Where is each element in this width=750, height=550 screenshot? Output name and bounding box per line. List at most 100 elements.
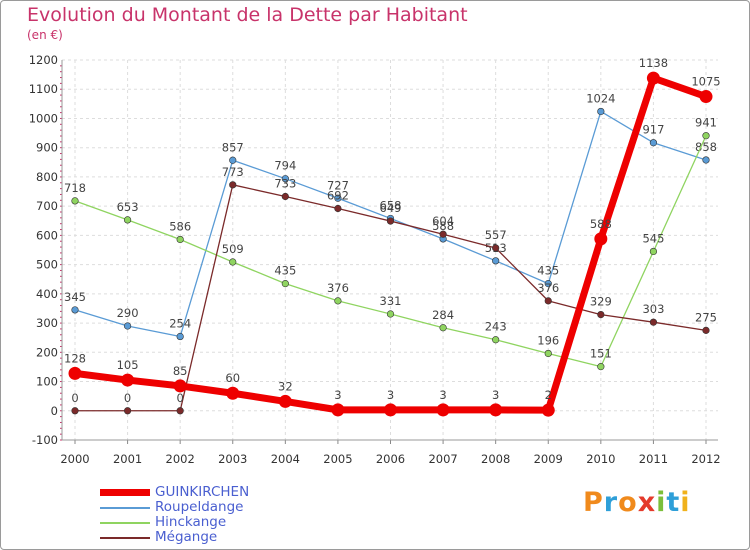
data-point-megange — [544, 297, 552, 305]
x-tick-label: 2003 — [218, 452, 247, 466]
data-label-hinckange: 151 — [590, 347, 612, 361]
data-label-guinkirchen: 1075 — [691, 75, 720, 89]
data-label-guinkirchen: 60 — [225, 371, 240, 385]
data-label-guinkirchen: 2 — [545, 388, 552, 402]
data-label-roupeldange: 858 — [695, 140, 717, 154]
data-point-megange — [439, 230, 447, 238]
logo-letter: o — [618, 487, 638, 518]
data-point-guinkirchen — [594, 232, 608, 246]
x-tick-label: 2011 — [639, 452, 668, 466]
data-point-roupeldange — [334, 194, 342, 202]
data-point-megange — [386, 217, 395, 225]
x-tick-label: 2004 — [271, 452, 300, 466]
data-point-roupeldange — [597, 107, 605, 116]
data-point-hinckange — [123, 216, 132, 224]
data-label-megange: 376 — [537, 281, 559, 295]
data-label-hinckange: 545 — [642, 231, 664, 245]
data-label-hinckange: 509 — [222, 242, 244, 256]
logo-letter: t — [666, 487, 681, 518]
data-label-guinkirchen: 85 — [173, 364, 188, 378]
data-point-hinckange — [439, 324, 447, 332]
x-tick-label: 2002 — [166, 452, 195, 466]
legend-swatch-roupeldange — [100, 506, 150, 509]
legend-label-roupeldange: Roupeldange — [155, 499, 244, 515]
data-point-hinckange — [597, 363, 605, 371]
x-tick-label: 2000 — [60, 452, 89, 466]
data-point-hinckange — [702, 132, 710, 140]
proxiti-logo: Proxiti — [583, 487, 691, 518]
data-point-megange — [229, 181, 237, 189]
data-point-guinkirchen — [699, 90, 713, 104]
data-point-roupeldange — [229, 156, 237, 164]
data-point-guinkirchen — [68, 366, 82, 380]
y-tick-label: 400 — [36, 287, 58, 301]
data-label-guinkirchen: 3 — [334, 388, 341, 402]
data-label-roupeldange: 727 — [327, 178, 349, 192]
y-tick-label: 700 — [36, 199, 58, 213]
y-tick-label: 1000 — [29, 111, 58, 125]
data-point-hinckange — [176, 235, 184, 244]
chart-legend: GUINKIRCHEN Roupeldange Hinckange Mégange — [100, 485, 360, 547]
data-point-guinkirchen — [436, 403, 450, 417]
data-point-roupeldange — [176, 332, 184, 341]
data-label-megange: 275 — [695, 310, 717, 324]
data-point-roupeldange — [281, 175, 289, 183]
x-tick-label: 2009 — [534, 452, 563, 466]
data-label-hinckange: 196 — [537, 333, 559, 347]
legend-entry-hinckange: Hinckange — [100, 515, 226, 530]
legend-label-guinkirchen: GUINKIRCHEN — [155, 484, 250, 500]
logo-letter: r — [603, 487, 619, 518]
y-tick-label: 900 — [36, 141, 58, 155]
data-label-megange: 0 — [124, 391, 131, 405]
data-label-hinckange: 586 — [169, 219, 191, 233]
data-label-megange: 0 — [71, 391, 78, 405]
data-point-guinkirchen — [226, 386, 240, 400]
legend-swatch-guinkirchen — [100, 489, 150, 496]
data-point-roupeldange — [123, 322, 132, 330]
data-label-hinckange: 331 — [380, 294, 402, 308]
x-tick-label: 2010 — [586, 452, 615, 466]
x-tick-label: 2005 — [323, 452, 352, 466]
data-label-hinckange: 243 — [485, 320, 507, 334]
data-point-megange — [334, 204, 342, 213]
data-point-hinckange — [71, 197, 79, 205]
data-label-roupeldange: 658 — [380, 198, 402, 212]
legend-label-hinckange: Hinckange — [155, 514, 227, 530]
data-point-hinckange — [492, 336, 500, 344]
legend-entry-roupeldange: Roupeldange — [100, 500, 244, 515]
data-point-hinckange — [281, 280, 289, 288]
data-point-hinckange — [544, 349, 552, 358]
data-label-roupeldange: 290 — [117, 306, 139, 320]
data-point-megange — [176, 407, 184, 415]
data-point-guinkirchen — [278, 394, 292, 408]
data-label-megange: 604 — [432, 214, 454, 228]
data-label-guinkirchen: 3 — [492, 388, 499, 402]
data-point-guinkirchen — [489, 403, 503, 417]
data-point-megange — [123, 407, 132, 415]
data-label-megange: 0 — [177, 391, 184, 405]
data-point-hinckange — [334, 297, 342, 305]
data-label-roupeldange: 857 — [222, 140, 244, 154]
data-point-megange — [492, 244, 500, 252]
logo-letter: x — [637, 487, 657, 518]
data-point-guinkirchen — [331, 403, 345, 417]
data-point-guinkirchen — [541, 403, 555, 417]
data-label-hinckange: 376 — [327, 281, 349, 295]
y-tick-label: 200 — [36, 345, 58, 359]
y-tick-label: 0 — [51, 404, 58, 418]
data-label-roupeldange: 588 — [432, 219, 454, 233]
data-label-guinkirchen: 588 — [590, 217, 612, 231]
data-label-megange: 773 — [222, 165, 244, 179]
data-label-roupeldange: 254 — [169, 317, 191, 331]
data-point-megange — [597, 311, 605, 319]
y-tick-label: 600 — [36, 228, 58, 242]
legend-entry-guinkirchen: GUINKIRCHEN — [100, 485, 249, 500]
data-point-megange — [281, 192, 289, 201]
data-label-guinkirchen: 1138 — [639, 56, 668, 70]
legend-swatch-megange — [100, 536, 150, 539]
logo-letter: i — [656, 487, 667, 518]
data-label-megange: 649 — [380, 201, 402, 215]
data-label-roupeldange: 345 — [64, 290, 86, 304]
data-point-megange — [71, 407, 79, 415]
